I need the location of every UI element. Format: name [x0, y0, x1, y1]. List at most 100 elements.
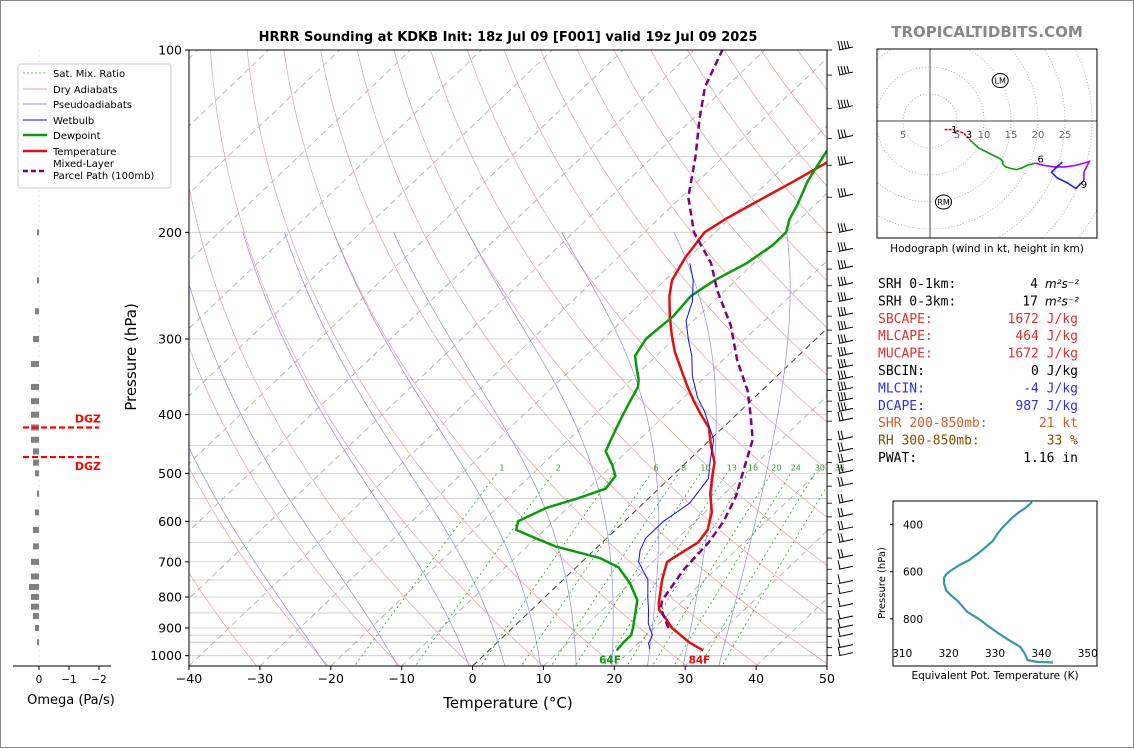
x-axis-label: Temperature (°C)	[442, 694, 572, 712]
theta-e-inner	[942, 501, 1054, 664]
wind-barb-flag	[837, 392, 841, 401]
isotherm-line	[189, 50, 695, 532]
skewt-profiles	[514, 50, 827, 652]
wind-barb-flag	[843, 334, 847, 342]
hodograph-inner: 5 5 10 15 20 25 1 3 6 9 LM RM	[877, 49, 1097, 238]
wind-barb-flag	[843, 223, 847, 231]
index-label: SRH 0-3km:	[878, 294, 956, 309]
omega-tick-label: 0	[36, 674, 43, 686]
wind-barb	[837, 609, 854, 620]
legend-label: Pseudoadiabats	[53, 100, 132, 111]
mixing-ratio-label: 16	[748, 463, 758, 472]
moist-adiabat	[284, 232, 506, 666]
wind-barb-shaft	[838, 565, 854, 570]
skewt-background-lines	[189, 50, 827, 666]
wind-barb	[837, 520, 854, 531]
wind-barb-flag	[846, 65, 850, 74]
wind-barb	[837, 259, 854, 270]
moist-adiabat	[189, 283, 398, 666]
mixing-ratio-line	[480, 473, 615, 666]
wind-barb-flag	[840, 494, 844, 503]
wind-barb-flag	[840, 346, 844, 356]
mixing-ratio-label: 24	[791, 463, 801, 472]
chart-title: HRRR Sounding at KDKB Init: 18z Jul 09 […	[259, 30, 758, 45]
theta-e-x-tick: 320	[939, 648, 959, 660]
wind-barb	[837, 276, 854, 287]
wind-barb	[837, 242, 854, 252]
mixing-ratio-label: 1	[499, 463, 504, 472]
isotherm-line	[401, 260, 827, 666]
index-label: MUCAPE:	[878, 347, 933, 362]
mixing-ratio-label: 8	[681, 463, 686, 472]
wind-barb	[837, 494, 854, 504]
dry-adiabat	[797, 50, 827, 91]
wind-barb-flag	[837, 242, 841, 252]
wind-barb	[837, 597, 854, 608]
isotherm-line	[189, 50, 411, 262]
mixing-ratio-label: 10	[700, 463, 710, 472]
wind-barb	[837, 548, 854, 559]
x-tick-label: 0	[469, 671, 477, 686]
wind-barb	[837, 453, 854, 464]
wind-barb	[837, 334, 854, 344]
wind-barb-shaft	[838, 513, 854, 518]
wind-barb-flag	[837, 259, 841, 269]
hodo-segment	[1050, 161, 1085, 190]
wind-barb-flag	[837, 560, 841, 570]
theta-e-y-tick: 600	[903, 567, 923, 579]
y-tick-label: 300	[158, 331, 182, 346]
index-unit: m²s⁻²	[1045, 277, 1079, 291]
omega-bar	[33, 459, 39, 466]
wind-barb-flag	[837, 381, 841, 391]
omega-bar	[37, 277, 39, 284]
wind-barb-flag	[843, 242, 847, 250]
wind-barb-flag	[840, 507, 844, 517]
index-row: SHR 200-850mb: 21 kt	[878, 416, 1078, 431]
dry-adiabat	[189, 466, 329, 666]
wind-barb-flag	[840, 320, 844, 330]
x-tick-label: −40	[176, 671, 202, 686]
wind-barb	[837, 381, 854, 392]
wind-barb-shaft	[838, 482, 854, 487]
wind-barb-flag	[837, 627, 841, 637]
wind-barb-flag	[840, 156, 844, 165]
wind-barb-flag	[843, 156, 847, 164]
wind-barb-flag	[837, 477, 841, 487]
index-value: 1672 J/kg	[1008, 312, 1078, 327]
wind-barb-flag	[843, 276, 847, 285]
wind-barb-flag	[837, 156, 841, 166]
wind-barb-flag	[840, 381, 844, 390]
omega-bar	[31, 436, 39, 443]
wind-barb-flag	[837, 276, 841, 286]
dry-adiabat	[503, 50, 827, 471]
wind-barb-flag	[843, 320, 847, 329]
hodo-ring-label: 20	[1032, 130, 1045, 141]
hodograph-caption: Hodograph (wind in kt, height in km)	[890, 243, 1084, 255]
wind-barb	[837, 306, 854, 317]
omega-bar	[31, 411, 39, 418]
x-tick-label: −30	[247, 671, 273, 686]
legend-label: Wetbulb	[53, 116, 94, 127]
wind-barb-flag	[840, 464, 844, 473]
index-row: SRH 0-1km: 4 m²s⁻²	[878, 277, 1079, 292]
wind-barb-flag	[843, 392, 847, 400]
omega-bar	[31, 361, 39, 368]
omega-bar	[31, 603, 39, 610]
wind-barb-flag	[840, 334, 844, 343]
wind-barb-shaft	[838, 644, 854, 649]
wind-barb-flag	[837, 412, 841, 421]
index-value: 0 J/kg	[1031, 364, 1078, 379]
theta-e-x-tick: 310	[892, 648, 912, 660]
theta-e-xlabel: Equivalent Pot. Temperature (K)	[911, 670, 1078, 682]
wind-barb	[837, 358, 854, 369]
wind-barb	[837, 638, 854, 649]
hodo-ring-label: 10	[978, 130, 991, 141]
mixing-ratio-label: 13	[727, 463, 737, 472]
wind-barb	[837, 320, 854, 331]
mixing-ratio-line	[353, 473, 498, 666]
index-row: MLCAPE: 464 J/kg	[878, 329, 1078, 344]
wind-barb-shaft	[838, 615, 854, 620]
index-unit: m²s⁻²	[1045, 294, 1079, 308]
theta-e-frame	[892, 500, 1098, 667]
wind-barb-flag	[840, 99, 844, 108]
